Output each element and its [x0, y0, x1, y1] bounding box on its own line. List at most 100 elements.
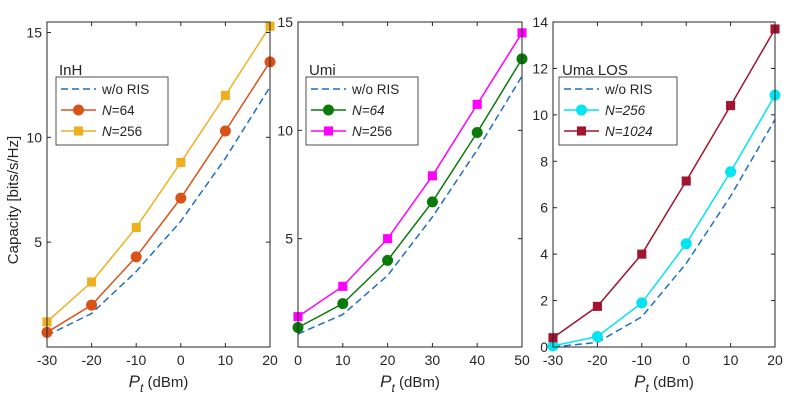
x-tick-label: -10: [632, 352, 652, 368]
panel-title: InH: [59, 62, 82, 79]
data-point: [636, 297, 648, 309]
y-tick-label: 10: [26, 129, 42, 145]
axes-frame: [297, 21, 523, 348]
legend-label: w/o RIS: [351, 82, 399, 97]
legend-label: N=256: [102, 124, 142, 139]
series-line: [297, 75, 523, 335]
y-tick-label: 5: [34, 234, 42, 250]
series-line: [552, 119, 776, 348]
x-tick-label: -20: [81, 352, 101, 368]
legend-marker: [73, 104, 84, 116]
data-point: [86, 299, 98, 311]
data-point: [175, 192, 187, 204]
legend: w/o RIS N=256 N=1024: [558, 76, 678, 146]
panel-2: 0 10 20 30 40 50 5 10 15 Pt (dBm) Umi w/o RIS N=64 N=…: [277, 14, 530, 395]
x-tick-label: 20: [380, 352, 396, 368]
axes-frame: [552, 21, 776, 348]
legend: w/o RIS N=64 N=256: [55, 76, 169, 146]
y-tick-label: 15: [26, 24, 42, 40]
x-tick-label: 30: [425, 352, 441, 368]
data-point: [680, 238, 692, 250]
data-point: [637, 249, 647, 259]
legend-label: N=64: [352, 103, 385, 118]
x-axis-label: Pt (dBm): [129, 372, 189, 395]
data-point: [426, 196, 438, 208]
legend-label: N=256: [605, 103, 646, 118]
x-tick-label: 20: [767, 352, 783, 368]
x-tick-label: 0: [177, 352, 185, 368]
data-point: [725, 166, 737, 178]
x-tick-label: 40: [469, 352, 485, 368]
legend-marker: [576, 104, 587, 116]
y-tick-label: 12: [532, 60, 548, 76]
legend-marker: [323, 126, 334, 136]
legend-label: N=256: [352, 124, 392, 139]
y-axis-label: Capacity [bits/s/Hz]: [5, 136, 22, 264]
x-tick-label: 10: [218, 352, 234, 368]
x-axis-label: Pt (dBm): [634, 372, 694, 395]
data-point: [681, 176, 691, 186]
x-tick-label: 10: [723, 352, 739, 368]
x-tick-label: 0: [294, 352, 302, 368]
series-line: [552, 28, 776, 339]
series-n-64: [41, 56, 276, 338]
x-tick-label: -30: [543, 352, 563, 368]
data-point: [726, 101, 736, 111]
legend-label: N=1024: [605, 124, 653, 139]
legend-label: w/o RIS: [604, 82, 652, 97]
y-tick-label: 0: [540, 339, 548, 355]
data-point: [592, 301, 602, 311]
axes-frame: [46, 21, 271, 348]
series-line: [46, 61, 271, 333]
panel-1: -30 -20 -10 0 10 20 5 10 15 Pt (dBm) InH w/o RIS N=6…: [26, 21, 278, 395]
x-tick-label: -10: [126, 352, 146, 368]
x-tick-label: -20: [587, 352, 607, 368]
panel-title: Umi: [309, 62, 336, 79]
data-point: [338, 281, 348, 291]
data-point: [383, 234, 393, 244]
series-line: [46, 25, 271, 323]
panel-3: -30 -20 -10 0 10 20 0 2 4 6 8 10 12 14 Pt (dBm) Uma LOS…: [532, 14, 783, 395]
y-tick-label: 10: [277, 122, 293, 138]
data-point: [131, 222, 141, 233]
plot-area: [298, 22, 522, 347]
data-point: [220, 90, 230, 100]
plot-area: [47, 22, 270, 347]
x-tick-label: 0: [682, 352, 690, 368]
series-line: [297, 32, 523, 318]
legend: w/o RIS N=64 N=256: [305, 76, 419, 146]
data-point: [591, 331, 603, 343]
series-line: [552, 94, 776, 347]
x-tick-label: 20: [262, 352, 278, 368]
data-point: [130, 251, 142, 263]
data-point: [471, 127, 483, 138]
legend-marker: [323, 104, 334, 116]
data-point: [427, 171, 437, 181]
series-line: [46, 86, 271, 337]
data-point: [176, 157, 186, 168]
y-tick-label: 6: [540, 200, 548, 216]
data-point: [337, 298, 349, 310]
data-point: [219, 125, 231, 137]
x-tick-label: -30: [37, 352, 57, 368]
y-tick-label: 15: [277, 14, 293, 30]
legend-label: N=64: [102, 103, 135, 118]
series-w-o-ris: [552, 119, 776, 348]
legend-marker: [73, 126, 84, 136]
y-tick-label: 5: [285, 231, 293, 247]
data-point: [472, 99, 482, 109]
y-tick-label: 8: [540, 153, 548, 169]
data-point: [382, 254, 394, 266]
y-tick-label: 4: [540, 246, 548, 262]
x-tick-label: 10: [335, 352, 351, 368]
panel-title: Uma LOS: [562, 62, 628, 79]
data-point: [87, 277, 97, 287]
legend-marker: [576, 126, 587, 136]
legend-label: w/o RIS: [101, 82, 149, 97]
series-line: [297, 58, 523, 329]
series-w-o-ris: [46, 86, 271, 337]
y-tick-label: 10: [532, 107, 548, 123]
x-tick-label: 50: [514, 352, 530, 368]
series-w-o-ris: [297, 75, 523, 335]
